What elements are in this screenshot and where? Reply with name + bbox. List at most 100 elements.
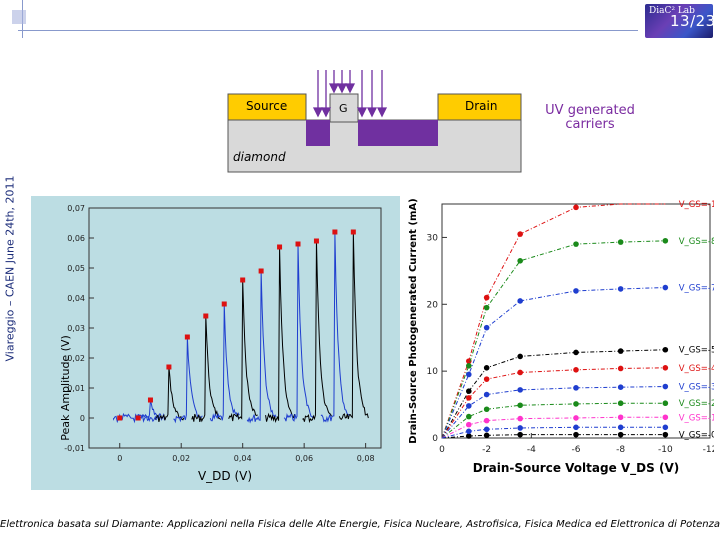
series-line (441, 349, 666, 439)
data-point (662, 346, 669, 353)
y-tick-label: 0,02 (67, 354, 85, 363)
data-point (662, 237, 669, 244)
iv-chart-panel: 0 10 20 30 0 -2 -4 -6 -8 -10 -12 Drain-Source Volta… (400, 196, 720, 494)
series-line (441, 402, 666, 439)
page-number: 13/23 (670, 12, 716, 30)
series-line (441, 386, 666, 439)
data-point (662, 383, 669, 390)
peak-marker (240, 277, 246, 283)
pulse-trace (191, 315, 222, 423)
data-point (617, 239, 624, 245)
data-point (617, 414, 624, 421)
data-point (483, 432, 490, 439)
y-tick-label: 0,04 (67, 294, 85, 303)
data-point (466, 395, 472, 401)
data-point (662, 284, 669, 291)
peak-amplitude-chart-panel: -0,01 0 0,01 0,02 0,03 0,04 0,05 0,06 0,07 0 0,02 0… (31, 196, 401, 490)
legend-entry: V_GS=-0.0 V (679, 431, 714, 441)
data-point (573, 288, 579, 294)
x-tick-label: 0 (439, 445, 445, 455)
uv-arrows (312, 70, 388, 118)
pulse-trace (209, 303, 240, 422)
y-tick-label: 30 (427, 233, 439, 243)
data-point (466, 413, 472, 420)
legend-entry: V_GS=-2.0 V (679, 399, 714, 409)
iv-characteristics-chart: 0 10 20 30 0 -2 -4 -6 -8 -10 -12 Drain-Source Volta… (408, 198, 720, 476)
drain-contact (437, 93, 522, 121)
baseline-trace (113, 412, 158, 424)
legend-entry: V_GS=-10.0 V (679, 200, 714, 210)
pulse-trace (302, 240, 332, 424)
peak-marker (203, 313, 209, 319)
y-tick-label: 10 (427, 367, 439, 377)
data-point (573, 204, 579, 211)
data-point (617, 424, 624, 431)
data-point (517, 298, 523, 304)
data-point (517, 415, 523, 422)
logo-text: DiaC² Lab (649, 6, 695, 16)
x-axis-label: V_DD (V) (198, 469, 252, 483)
data-point (662, 365, 669, 371)
footer-caption: Elettronica basata sul Diamante: Applica… (0, 519, 720, 530)
gate-label: G (339, 102, 348, 115)
data-point (517, 353, 523, 360)
legend-entry: V_GS=-3.0 V (679, 383, 714, 393)
data-point (617, 400, 624, 407)
y-tick-label: -0,01 (64, 444, 85, 453)
device-diagram (227, 70, 522, 173)
uv-carriers-label: UV generated carriers (545, 103, 635, 132)
data-point (573, 367, 579, 373)
x-tick-label: -2 (482, 445, 491, 455)
x-tick-label: -10 (658, 445, 673, 455)
data-point (466, 421, 472, 428)
legend-entry: V_GS=-5.0 V (679, 346, 714, 356)
data-point (573, 241, 579, 247)
x-tick-label: -8 (616, 445, 625, 455)
diamond-label: diamond (233, 150, 286, 164)
x-tick-label: 0,04 (234, 454, 252, 463)
peak-marker (166, 364, 172, 370)
lab-logo: DiaC² Lab (645, 4, 713, 38)
pulse-trace (246, 270, 277, 424)
data-point (483, 324, 490, 331)
data-point (662, 431, 669, 438)
carriers-left (306, 120, 330, 146)
x-axis-label: Drain-Source Voltage V_DS (V) (473, 461, 679, 476)
peak-marker (221, 301, 227, 307)
legend-entry: V_GS=-4.0 V (679, 364, 714, 374)
peak-marker (313, 238, 319, 244)
peak-marker (147, 397, 153, 403)
y-tick-label: 0,03 (67, 324, 85, 333)
legend-entry: V_GS=-7.0 V (679, 284, 714, 294)
x-tick-label: -4 (527, 445, 536, 455)
data-point (466, 388, 472, 394)
x-tick-label: -12 (703, 445, 714, 455)
data-point (466, 433, 472, 439)
data-point (466, 428, 472, 435)
data-point (517, 431, 523, 438)
legend-entry: V_GS=-1.0 V (679, 413, 714, 423)
y-tick-label: 0,05 (67, 264, 85, 273)
x-tick-label: 0,06 (295, 454, 313, 463)
peak-marker (258, 268, 264, 274)
pulse-trace (283, 243, 314, 422)
source-contact (227, 93, 307, 121)
y-axis-label: Peak Amplitude (V) (59, 335, 72, 441)
peak-amplitude-chart: -0,01 0 0,01 0,02 0,03 0,04 0,05 0,06 0,07 0 0,02 0… (59, 204, 382, 483)
pulse-trace (228, 279, 258, 422)
peak-marker (350, 229, 356, 235)
data-point (517, 369, 523, 376)
data-point (573, 385, 579, 391)
data-point (483, 365, 490, 371)
data-point (466, 362, 472, 369)
source-label: Source (246, 99, 288, 113)
pulse-trace (338, 231, 369, 420)
series-line (441, 287, 666, 439)
y-tick-label: 0,06 (67, 234, 85, 243)
data-point (617, 431, 624, 438)
data-point (483, 417, 490, 424)
pulse-trace (320, 231, 351, 423)
data-point (517, 387, 523, 393)
peak-marker (184, 334, 190, 340)
data-point (483, 426, 490, 433)
